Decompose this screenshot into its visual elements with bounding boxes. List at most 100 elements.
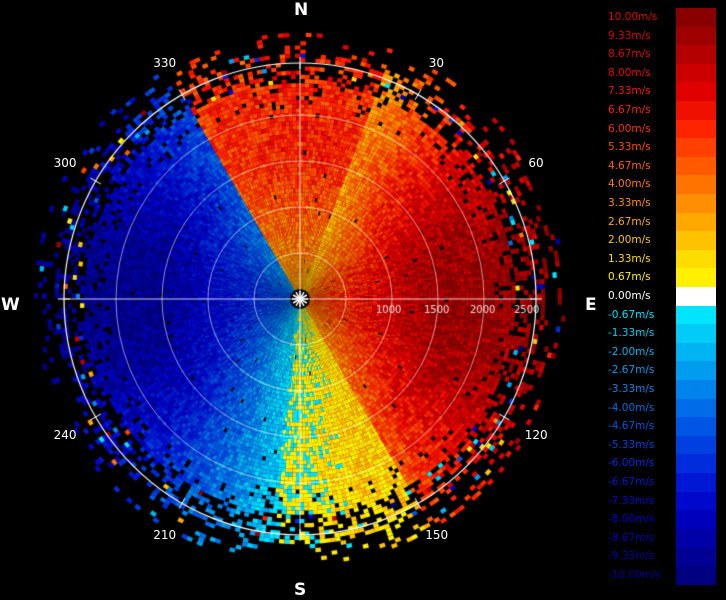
legend-label: -3.33m/s <box>608 383 655 395</box>
legend-label: 10.00m/s <box>608 11 658 23</box>
legend-swatch <box>676 510 716 529</box>
legend-swatch <box>676 268 716 287</box>
legend-entry: -8.67m/s <box>606 528 716 548</box>
legend-entry: -2.00m/s <box>606 342 716 362</box>
legend-label: -7.33m/s <box>608 494 655 507</box>
bearing-label: 150 <box>425 527 449 542</box>
legend-swatch <box>676 324 716 343</box>
west-label: W <box>1 295 20 315</box>
legend-entry: -4.67m/s <box>606 417 716 436</box>
legend-swatch <box>676 231 716 250</box>
legend-entry: -5.33m/s <box>606 435 716 455</box>
legend-swatch <box>676 45 716 64</box>
legend-swatch <box>676 26 716 46</box>
legend-label: 6.67m/s <box>608 104 651 116</box>
legend-swatch <box>676 156 716 176</box>
legend-entry: 8.00m/s <box>606 63 716 83</box>
legend-swatch <box>676 342 716 362</box>
legend-label: -1.33m/s <box>608 327 655 340</box>
legend-swatch <box>676 528 716 548</box>
legend-label: 4.00m/s <box>608 178 651 191</box>
legend-swatch <box>676 305 716 325</box>
legend-entry: -10.00m/s <box>606 566 716 585</box>
legend-swatch <box>676 175 716 194</box>
legend-swatch <box>676 473 716 492</box>
legend-label: -4.00m/s <box>608 401 655 414</box>
legend-swatch <box>676 249 716 269</box>
legend-swatch <box>676 361 716 380</box>
legend-label: 4.67m/s <box>608 159 651 172</box>
legend-label: -0.67m/s <box>608 308 655 321</box>
legend-swatch <box>676 287 716 306</box>
south-label: S <box>294 580 307 600</box>
legend-label: -8.67m/s <box>608 531 655 544</box>
legend-label: 5.33m/s <box>608 141 651 154</box>
legend-swatch <box>676 8 716 27</box>
legend-entry: 2.67m/s <box>606 212 716 232</box>
legend-swatch <box>676 138 716 157</box>
bearing-label: 120 <box>524 428 548 442</box>
legend-entry: 6.00m/s <box>606 119 716 139</box>
legend-entry: 0.00m/s <box>606 287 716 306</box>
legend-label: 9.33m/s <box>608 29 651 42</box>
legend-label: 2.67m/s <box>608 215 651 228</box>
legend-label: -9.33m/s <box>608 550 655 563</box>
legend-label: 0.00m/s <box>608 290 651 302</box>
bearing-label: 210 <box>153 527 177 542</box>
legend-swatch <box>676 398 716 418</box>
legend-entry: -8.00m/s <box>606 510 716 529</box>
legend-label: -2.67m/s <box>608 364 655 377</box>
bearing-label: 240 <box>53 428 77 442</box>
legend-swatch <box>676 547 716 566</box>
legend-swatch <box>676 454 716 473</box>
legend-label: -4.67m/s <box>608 420 655 433</box>
north-label: N <box>294 0 309 20</box>
legend-swatch <box>676 417 716 436</box>
bearing-label: 60 <box>528 156 544 170</box>
radar-velocity-display[interactable] <box>0 0 600 600</box>
legend-entry: 2.00m/s <box>606 231 716 250</box>
bearing-label: 30 <box>428 56 445 71</box>
legend-entry: 1.33m/s <box>606 249 716 269</box>
east-label: E <box>585 295 597 315</box>
legend-label: -8.00m/s <box>608 513 655 526</box>
legend-label: 6.00m/s <box>608 122 651 135</box>
legend-label: -10.00m/s <box>608 569 662 581</box>
legend-entry: 7.33m/s <box>606 82 716 101</box>
legend-entry: -6.67m/s <box>606 473 716 492</box>
legend-label: 7.33m/s <box>608 85 651 98</box>
legend-entry: 4.00m/s <box>606 175 716 194</box>
legend-entry: 8.67m/s <box>606 45 716 64</box>
legend-entry: -0.67m/s <box>606 305 716 325</box>
legend-entry: 6.67m/s <box>606 101 716 120</box>
legend-entry: -7.33m/s <box>606 491 716 511</box>
legend-label: -5.33m/s <box>608 438 655 451</box>
legend-entry: 9.33m/s <box>606 26 716 46</box>
bearing-label: 330 <box>153 56 177 71</box>
legend-swatch <box>676 491 716 511</box>
legend-entry: 5.33m/s <box>606 138 716 157</box>
legend-swatch <box>676 435 716 455</box>
legend-label: 8.67m/s <box>608 48 651 61</box>
legend-swatch <box>676 63 716 83</box>
legend-entry: 10.00m/s <box>606 8 716 27</box>
legend-entry: 4.67m/s <box>606 156 716 176</box>
legend-swatch <box>676 380 716 399</box>
legend-entry: -4.00m/s <box>606 398 716 418</box>
legend-swatch <box>676 194 716 213</box>
legend-label: 0.67m/s <box>608 271 651 284</box>
legend-label: 2.00m/s <box>608 234 651 247</box>
legend-swatch <box>676 119 716 139</box>
legend-label: -2.00m/s <box>608 345 655 358</box>
legend-entry: -9.33m/s <box>606 547 716 566</box>
legend-label: 8.00m/s <box>608 66 651 79</box>
legend-entry: -2.67m/s <box>606 361 716 380</box>
legend-label: -6.00m/s <box>608 457 655 470</box>
bearing-label: 300 <box>53 156 77 170</box>
legend-entry: 0.67m/s <box>606 268 716 287</box>
legend-swatch <box>676 212 716 232</box>
legend-entry: -1.33m/s <box>606 324 716 343</box>
legend-entry: 3.33m/s <box>606 194 716 213</box>
legend-entry: -6.00m/s <box>606 454 716 473</box>
legend-label: 1.33m/s <box>608 252 651 265</box>
